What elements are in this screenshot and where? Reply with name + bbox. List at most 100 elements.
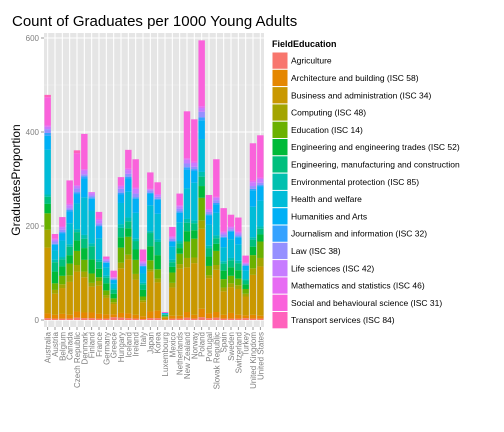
- bar-segment[interactable]: [139, 296, 147, 301]
- bar-segment[interactable]: [73, 203, 81, 230]
- bar-segment[interactable]: [154, 199, 161, 214]
- bar-segment[interactable]: [66, 281, 73, 315]
- bar-segment[interactable]: [117, 188, 125, 193]
- bar-segment[interactable]: [213, 312, 220, 318]
- bar-segment[interactable]: [213, 235, 220, 239]
- bar-segment[interactable]: [220, 231, 227, 233]
- bar-segment[interactable]: [235, 285, 242, 289]
- bar-segment[interactable]: [95, 318, 103, 320]
- bar-segment[interactable]: [95, 223, 103, 226]
- bar-segment[interactable]: [198, 106, 205, 109]
- bar-segment[interactable]: [95, 280, 103, 286]
- bar-segment[interactable]: [147, 246, 154, 261]
- bar-segment[interactable]: [169, 241, 176, 242]
- bar-segment[interactable]: [235, 234, 242, 237]
- bar-segment[interactable]: [59, 318, 66, 320]
- bar-segment[interactable]: [59, 226, 66, 228]
- bar-segment[interactable]: [183, 317, 191, 320]
- bar-segment[interactable]: [73, 240, 81, 251]
- bar-segment[interactable]: [257, 185, 264, 187]
- bar-segment[interactable]: [51, 239, 59, 242]
- bar-segment[interactable]: [176, 241, 183, 244]
- bar-segment[interactable]: [125, 318, 132, 320]
- bar-segment[interactable]: [205, 224, 213, 246]
- bar-segment[interactable]: [73, 232, 81, 241]
- bar-segment[interactable]: [220, 270, 227, 280]
- bar-segment[interactable]: [169, 266, 176, 273]
- bar-segment[interactable]: [191, 166, 198, 170]
- bar-segment[interactable]: [51, 241, 59, 244]
- bar-segment[interactable]: [66, 275, 73, 282]
- bar-segment[interactable]: [198, 197, 205, 221]
- bar-segment[interactable]: [95, 220, 103, 224]
- bar-segment[interactable]: [88, 312, 95, 319]
- bar-segment[interactable]: [161, 312, 169, 313]
- legend-key-swatch[interactable]: [272, 277, 288, 294]
- bar-segment[interactable]: [154, 278, 161, 283]
- bar-segment[interactable]: [81, 248, 88, 260]
- bar-segment[interactable]: [66, 211, 73, 224]
- bar-segment[interactable]: [125, 228, 132, 237]
- bar-segment[interactable]: [235, 232, 242, 235]
- bar-segment[interactable]: [95, 225, 103, 227]
- bar-segment[interactable]: [169, 259, 176, 263]
- bar-segment[interactable]: [176, 243, 183, 249]
- bar-segment[interactable]: [110, 298, 117, 303]
- bar-segment[interactable]: [44, 135, 51, 150]
- bar-segment[interactable]: [257, 186, 264, 201]
- bar-segment[interactable]: [132, 241, 139, 250]
- bar-segment[interactable]: [183, 111, 191, 159]
- bar-segment[interactable]: [73, 250, 81, 266]
- bar-segment[interactable]: [154, 196, 161, 199]
- bar-segment[interactable]: [205, 313, 213, 319]
- bar-segment[interactable]: [132, 273, 139, 280]
- bar-segment[interactable]: [139, 282, 147, 285]
- bar-segment[interactable]: [191, 182, 198, 221]
- legend-key-swatch[interactable]: [272, 173, 288, 190]
- bar-segment[interactable]: [59, 233, 66, 241]
- bar-segment[interactable]: [249, 314, 257, 319]
- bar-segment[interactable]: [103, 283, 110, 291]
- bar-segment[interactable]: [139, 284, 147, 290]
- bar-segment[interactable]: [95, 259, 103, 262]
- bar-segment[interactable]: [191, 163, 198, 167]
- bar-segment[interactable]: [81, 178, 88, 198]
- bar-segment[interactable]: [242, 280, 249, 285]
- bar-segment[interactable]: [198, 308, 205, 318]
- bar-segment[interactable]: [73, 271, 81, 312]
- bar-segment[interactable]: [169, 237, 176, 239]
- bar-segment[interactable]: [257, 226, 264, 229]
- bar-segment[interactable]: [183, 222, 191, 232]
- bar-segment[interactable]: [249, 206, 257, 238]
- bar-segment[interactable]: [44, 229, 51, 248]
- bar-segment[interactable]: [125, 217, 132, 222]
- bar-segment[interactable]: [81, 234, 88, 239]
- bar-segment[interactable]: [73, 317, 81, 320]
- bar-segment[interactable]: [73, 188, 81, 193]
- bar-segment[interactable]: [249, 268, 257, 275]
- bar-segment[interactable]: [44, 194, 51, 197]
- bar-segment[interactable]: [227, 230, 235, 232]
- bar-segment[interactable]: [205, 245, 213, 249]
- bar-segment[interactable]: [227, 283, 235, 288]
- bar-segment[interactable]: [191, 161, 198, 164]
- bar-segment[interactable]: [227, 229, 235, 231]
- bar-segment[interactable]: [125, 149, 132, 169]
- bar-segment[interactable]: [257, 177, 264, 179]
- bar-segment[interactable]: [198, 108, 205, 112]
- bar-segment[interactable]: [147, 190, 154, 193]
- legend-key-swatch[interactable]: [272, 294, 288, 311]
- bar-segment[interactable]: [249, 190, 257, 207]
- bar-segment[interactable]: [220, 232, 227, 235]
- bar-segment[interactable]: [110, 293, 117, 299]
- bar-segment[interactable]: [242, 315, 249, 319]
- bar-segment[interactable]: [103, 297, 110, 315]
- bar-segment[interactable]: [213, 200, 220, 203]
- bar-segment[interactable]: [213, 196, 220, 198]
- bar-segment[interactable]: [227, 257, 235, 261]
- bar-segment[interactable]: [191, 314, 198, 319]
- bar-segment[interactable]: [88, 197, 95, 199]
- bar-segment[interactable]: [110, 270, 117, 278]
- bar-segment[interactable]: [51, 238, 59, 240]
- bar-segment[interactable]: [235, 318, 242, 320]
